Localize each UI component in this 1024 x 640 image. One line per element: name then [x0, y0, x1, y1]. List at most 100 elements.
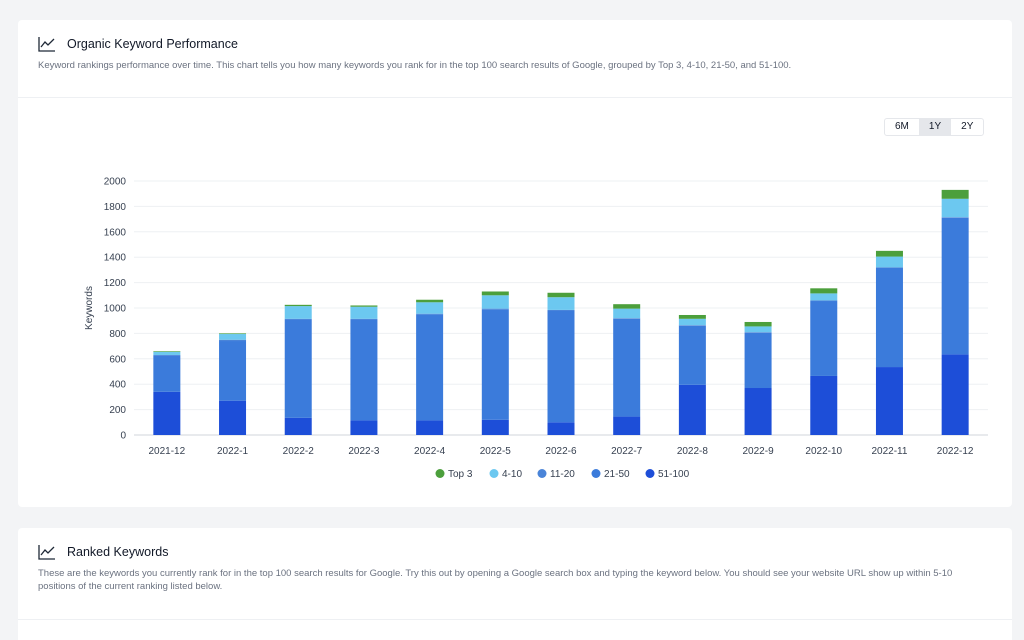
- y-tick-label: 600: [109, 354, 126, 365]
- bar-segment-51-100: [481, 419, 509, 435]
- card-title: Organic Keyword Performance: [67, 37, 238, 51]
- bar-segment-4-10: [744, 326, 772, 333]
- y-tick-label: 0: [120, 431, 126, 442]
- range-6m-button[interactable]: 6M: [895, 121, 909, 132]
- legend-label: 51-100: [658, 469, 690, 480]
- bar-segment-top-3: [481, 291, 509, 296]
- keyword-stacked-bar-chart: 0 200 400 600 800 1000 1200 1400 1600 1800 2000 Key…: [84, 177, 988, 480]
- bar-segment-top-3: [547, 292, 575, 298]
- y-tick-label: 1200: [104, 278, 127, 289]
- card-title: Ranked Keywords: [67, 545, 169, 559]
- bar-segment-top-3: [284, 304, 312, 307]
- x-tick-label: 2022-11: [871, 446, 907, 457]
- bar-segment-51-100: [678, 384, 706, 435]
- line-chart-icon: [38, 545, 55, 560]
- bar-segment-4-10: [547, 297, 575, 310]
- keyword-performance-card: Organic Keyword Performance Keyword rank…: [18, 20, 1012, 507]
- bar-segment-4-10: [941, 198, 969, 218]
- bar-segment-51-100: [547, 422, 575, 435]
- x-tick-label: 2022-5: [480, 446, 512, 457]
- bar-segment-4-10: [350, 306, 378, 319]
- y-tick-label: 1800: [104, 202, 127, 213]
- bar-segment-top-3: [810, 288, 838, 294]
- y-tick-label: 1400: [104, 253, 127, 264]
- range-toggle: 6M 1Y 2Y: [884, 118, 985, 136]
- bar-segment-51-100: [744, 388, 772, 435]
- bar-segment-top-3: [416, 299, 444, 303]
- bar-segment-4-10: [153, 351, 181, 355]
- bar-segment-4-10: [219, 334, 247, 340]
- bar-segment-21-50: [153, 355, 181, 392]
- x-tick-label: 2022-6: [545, 446, 577, 457]
- bar-segment-21-50: [941, 217, 969, 355]
- bar-segment-11-20: [153, 354, 181, 356]
- x-tick-label: 2022-2: [283, 446, 315, 457]
- legend-swatch: [645, 469, 655, 478]
- bar-segment-21-50: [416, 314, 444, 421]
- y-tick-label: 1000: [104, 304, 127, 315]
- bar-segment-51-100: [153, 391, 181, 435]
- bar-segment-21-50: [613, 318, 641, 417]
- bar-segment-top-3: [219, 333, 247, 335]
- y-tick-label: 2000: [104, 177, 127, 188]
- bar-segment-11-20: [350, 318, 378, 320]
- legend-label: 11-20: [550, 469, 575, 480]
- bar-segment-51-100: [416, 420, 444, 435]
- bar-segment-51-100: [219, 400, 247, 435]
- bar-segment-top-3: [875, 250, 903, 257]
- bar-segment-21-50: [219, 341, 247, 401]
- bar-segment-top-3: [350, 305, 378, 307]
- legend-label: 4-10: [502, 469, 522, 480]
- card-description: Keyword rankings performance over time. …: [38, 60, 792, 71]
- bar-segment-11-20: [810, 300, 838, 302]
- bar-segment-top-3: [941, 189, 969, 199]
- bar-segment-top-3: [153, 351, 181, 352]
- x-tick-label: 2022-10: [805, 446, 842, 457]
- range-2y-button[interactable]: 2Y: [961, 121, 974, 132]
- bar-segment-21-50: [810, 301, 838, 376]
- bar-segment-21-50: [547, 310, 575, 423]
- x-tick-label: 2022-9: [743, 446, 775, 457]
- bar-segment-21-50: [284, 319, 312, 418]
- bar-segment-4-10: [284, 306, 312, 319]
- bar-segment-21-50: [350, 319, 378, 421]
- bar-segment-11-20: [875, 267, 903, 268]
- bar-segment-11-20: [219, 339, 247, 342]
- bar-segment-11-20: [941, 217, 969, 218]
- bar-segment-51-100: [350, 420, 378, 435]
- legend-swatch: [489, 469, 499, 478]
- card-header: Ranked Keywords These are the keywords y…: [18, 528, 1012, 620]
- y-tick-label: 400: [109, 380, 126, 391]
- x-tick-label: 2022-1: [217, 446, 249, 457]
- legend-label: Top 3: [448, 469, 473, 480]
- bar-segment-11-20: [284, 318, 312, 320]
- bar-segment-4-10: [416, 302, 444, 314]
- bar-segment-11-20: [481, 308, 509, 310]
- bar-segment-51-100: [941, 354, 969, 435]
- bar-segment-51-100: [613, 416, 641, 435]
- y-tick-label: 1600: [104, 227, 127, 238]
- range-1y-button[interactable]: 1Y: [918, 119, 952, 135]
- y-tick-label: 200: [109, 405, 126, 416]
- legend-swatch: [537, 469, 547, 478]
- x-tick-label: 2022-4: [414, 446, 446, 457]
- card-description: These are the keywords you currently ran…: [38, 568, 953, 592]
- x-tick-label: 2022-12: [937, 446, 974, 457]
- x-tick-label: 2021-12: [148, 446, 185, 457]
- bar-segment-51-100: [875, 367, 903, 435]
- bar-segment-21-50: [744, 332, 772, 389]
- ranked-keywords-card: Ranked Keywords These are the keywords y…: [18, 528, 1012, 640]
- bar-segment-top-3: [744, 321, 772, 327]
- bar-segment-11-20: [678, 325, 706, 326]
- y-axis-label: Keywords: [84, 286, 95, 330]
- bar-segment-4-10: [678, 318, 706, 326]
- bar-segment-top-3: [613, 304, 641, 309]
- x-tick-label: 2022-7: [611, 446, 643, 457]
- bar-segment-21-50: [678, 325, 706, 385]
- legend-swatch: [591, 469, 601, 478]
- legend-label: 21-50: [604, 469, 630, 480]
- bar-segment-21-50: [875, 267, 903, 368]
- card-header: Organic Keyword Performance Keyword rank…: [18, 20, 1012, 98]
- bar-segment-11-20: [613, 318, 641, 319]
- bar-segment-top-3: [678, 314, 706, 319]
